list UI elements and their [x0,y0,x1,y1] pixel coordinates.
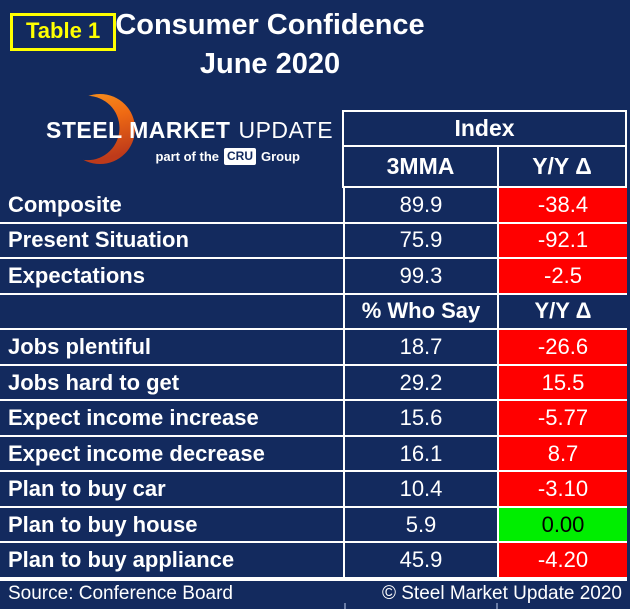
row-value: 5.9 [343,507,497,542]
row-delta: 15.5 [497,365,627,400]
row-delta: -5.77 [497,401,627,435]
row-label: Jobs plentiful [8,333,151,359]
logo-wordmark-light: UPDATE [238,117,334,143]
table-row: Jobs plentiful 18.7 -26.6 [0,330,627,366]
row-delta: -4.20 [497,543,627,578]
title-line-1: Consumer Confidence [115,9,425,41]
row-label: Expect income increase [8,405,259,431]
row-value: 75.9 [343,223,497,258]
tagline-prefix: part of the [155,149,219,164]
table-row: Expect income increase 15.6 -5.77 [0,401,627,437]
logo-wordmark: STEEL MARKET UPDATE [46,117,333,144]
steel-market-update-logo: STEEL MARKET UPDATE part of the CRU Grou… [0,90,333,176]
copyright-note: © Steel Market Update 2020 [381,583,622,604]
column-header-yy-delta-2: Y/Y Δ [497,294,627,329]
section-header-row: % Who Say Y/Y Δ [0,294,627,331]
table-row: Expect income decrease 16.1 8.7 [0,436,627,473]
row-delta: 8.7 [497,436,627,471]
column-header-pct-who-say: % Who Say [343,294,497,329]
title-line-2: June 2020 [199,48,341,80]
source-note: Source: Conference Board [8,583,233,604]
table-row: Present Situation 75.9 -92.1 [0,223,627,260]
footer: Source: Conference Board © Steel Market … [0,579,627,609]
table-row: Plan to buy car 10.4 -3.10 [0,472,627,508]
row-value: 99.3 [343,259,497,293]
row-label: Plan to buy appliance [8,547,235,573]
index-header-block: Index 3MMA Y/Y Δ [342,110,627,188]
row-delta: -2.5 [497,259,627,293]
table-row: Expectations 99.3 -2.5 [0,259,627,295]
crescent-logo-icon [64,93,136,165]
column-header-yy-delta: Y/Y Δ [497,147,625,186]
row-label: Plan to buy house [8,511,198,537]
row-label: Plan to buy car [8,476,166,502]
row-delta: -26.6 [497,330,627,364]
table-row: Plan to buy house 5.9 0.00 [0,507,627,544]
row-value: 29.2 [343,365,497,400]
tagline-suffix: Group [261,149,300,164]
table-row: Composite 89.9 -38.4 [0,188,627,224]
row-value: 45.9 [343,543,497,578]
index-group-header: Index [344,112,625,147]
logo-wordmark-bold: STEEL MARKET [46,117,231,143]
row-value: 18.7 [343,330,497,364]
column-header-3mma: 3MMA [386,153,455,179]
column-line-tick [496,603,498,609]
row-label: Expect income decrease [8,440,265,466]
row-value: 15.6 [343,401,497,435]
row-label: Present Situation [8,227,189,253]
index-subheader-row: 3MMA Y/Y Δ [344,147,625,186]
cru-logo-badge: CRU [224,148,256,165]
row-label: Jobs hard to get [8,369,180,395]
page-title: Consumer Confidence June 2020 [95,6,445,84]
table-number-badge: Table 1 [10,13,117,51]
row-delta: -3.10 [497,472,627,506]
data-table: Composite 89.9 -38.4 Present Situation 7… [0,188,627,580]
row-delta: -38.4 [497,188,627,222]
row-label: Composite [8,191,122,217]
table-row: Jobs hard to get 29.2 15.5 [0,365,627,402]
row-value: 16.1 [343,436,497,471]
row-value: 89.9 [343,188,497,222]
logo-tagline: part of the CRU Group [155,148,300,165]
row-value: 10.4 [343,472,497,506]
column-line-tick [344,603,346,609]
section-header-spacer [0,295,343,329]
row-delta: 0.00 [497,507,627,542]
row-label: Expectations [8,262,145,288]
row-delta: -92.1 [497,223,627,258]
table-row: Plan to buy appliance 45.9 -4.20 [0,543,627,580]
